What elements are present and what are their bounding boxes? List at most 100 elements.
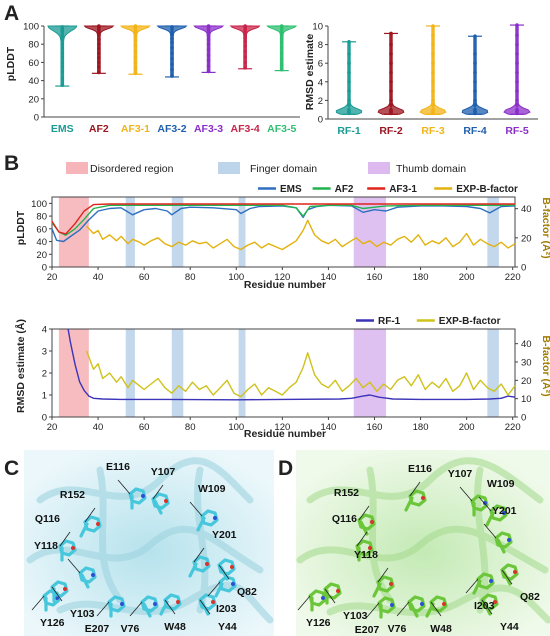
b2-ytick-label: 4 bbox=[42, 325, 47, 336]
b1-xtick-label: 140 bbox=[320, 272, 336, 283]
d-side-chain bbox=[494, 531, 513, 549]
a2-data-point bbox=[431, 98, 435, 103]
a1-ytick-label: 100 bbox=[23, 22, 39, 33]
b2-xtick-label: 200 bbox=[459, 422, 475, 433]
a1-data-point bbox=[60, 65, 65, 69]
b2-y2tick-label: 30 bbox=[521, 358, 532, 369]
a1-data-point bbox=[243, 36, 247, 40]
d-label-pointer bbox=[324, 588, 336, 604]
region-legend: Disordered region Finger domain Thumb do… bbox=[66, 162, 466, 175]
d-residue-label-y103: Y103 bbox=[343, 610, 368, 622]
a1-data-point bbox=[170, 67, 174, 72]
d-hetero-atom bbox=[421, 496, 425, 500]
a1-data-point bbox=[133, 35, 138, 39]
c-residue-label-q116: Q116 bbox=[35, 513, 60, 525]
b2-xtick-label: 100 bbox=[228, 422, 244, 433]
c-label-pointer bbox=[189, 501, 203, 517]
rmsd-violin-chart: RMSD estimate 0 2 4 6 8 10 RF-1 RF-2 RF-3 RF-4 RF… bbox=[304, 22, 538, 137]
b2-region-disordered bbox=[58, 329, 89, 417]
b2-xtick-label: 220 bbox=[505, 422, 521, 433]
a2-data-point bbox=[389, 70, 393, 75]
a2-data-point bbox=[431, 103, 435, 107]
d-residue-label-e207: E207 bbox=[355, 624, 380, 636]
a2-data-point bbox=[389, 98, 393, 103]
b2-x-label: Residue number bbox=[244, 428, 326, 440]
a1-data-point bbox=[206, 34, 211, 38]
d-residue-label-i203: I203 bbox=[474, 600, 495, 612]
c-side-chain bbox=[78, 566, 97, 584]
c-label-pointer bbox=[84, 507, 96, 523]
a1-data-point bbox=[133, 38, 138, 43]
c-hetero-atom bbox=[213, 516, 217, 520]
c-side-chain bbox=[83, 515, 102, 533]
c-label-pointer bbox=[152, 484, 164, 500]
b2-y2-label: B-factor (Å²) bbox=[540, 335, 550, 396]
d-label-pointer bbox=[478, 496, 492, 512]
d-stick-bond bbox=[425, 602, 435, 618]
b1-ytick-label: 100 bbox=[31, 199, 47, 210]
a1-data-point bbox=[170, 46, 174, 50]
d-residue-label-y44: Y44 bbox=[500, 621, 519, 633]
a1-data-point bbox=[206, 47, 211, 52]
c-side-chain bbox=[200, 509, 219, 527]
a2-data-point bbox=[347, 107, 351, 112]
c-hetero-atom bbox=[176, 600, 180, 604]
b2-y2tick-label: 10 bbox=[521, 394, 532, 405]
d-side-chain bbox=[408, 489, 427, 507]
b2-region-finger bbox=[171, 329, 184, 417]
d-residue-label-y126: Y126 bbox=[306, 617, 331, 629]
legend-swatch-thumb bbox=[368, 162, 390, 174]
b2-xtick-label: 20 bbox=[47, 422, 58, 433]
a1-data-point bbox=[206, 31, 211, 36]
b2-region-thumb bbox=[353, 329, 387, 417]
c-residue-label-w109: W109 bbox=[198, 483, 226, 495]
b1-region-finger bbox=[125, 197, 135, 267]
a1-category-label: AF3-3 bbox=[194, 123, 223, 135]
a2-data-point bbox=[347, 103, 351, 107]
d-hetero-atom bbox=[389, 582, 393, 586]
d-label-pointer bbox=[483, 523, 497, 539]
b2-legend-label: EXP-B-factor bbox=[439, 316, 501, 327]
legend-label-disordered: Disordered region bbox=[90, 163, 174, 175]
a1-data-point bbox=[97, 51, 101, 56]
c-stick-bond bbox=[214, 582, 224, 598]
a1-data-point bbox=[243, 32, 247, 36]
b1-series-ems bbox=[51, 204, 516, 243]
d-stick-bond bbox=[409, 602, 419, 618]
a2-data-point bbox=[473, 98, 477, 103]
a1-data-point bbox=[170, 51, 174, 56]
c-label-pointer bbox=[129, 601, 143, 617]
a2-data-point bbox=[431, 42, 435, 47]
c-hetero-atom bbox=[91, 573, 95, 577]
a1-category-label: AF3-2 bbox=[157, 123, 186, 135]
c-label-pointer bbox=[96, 601, 110, 617]
a1-category-label: AF2 bbox=[89, 123, 109, 135]
b2-xtick-label: 180 bbox=[413, 422, 429, 433]
d-stick-bond bbox=[472, 579, 482, 595]
c-hetero-atom bbox=[205, 562, 209, 566]
d-side-chain bbox=[376, 575, 395, 593]
c-hetero-atom bbox=[120, 602, 124, 606]
a1-data-point bbox=[97, 33, 101, 37]
a2-data-point bbox=[389, 80, 393, 84]
a1-ytick-label: 40 bbox=[28, 76, 39, 87]
d-label-pointer bbox=[501, 569, 513, 585]
b2-xtick-label: 120 bbox=[274, 422, 290, 433]
c-stick-bond bbox=[196, 516, 206, 532]
d-label-pointer bbox=[409, 481, 421, 497]
c-residue-label-v76: V76 bbox=[121, 623, 140, 635]
rmsd-axis-label: RMSD estimate bbox=[304, 34, 316, 111]
c-side-chain bbox=[163, 593, 182, 611]
c-hetero-atom bbox=[63, 587, 67, 591]
a2-ytick-label: 8 bbox=[318, 40, 323, 51]
c-residue-label-y44: Y44 bbox=[218, 621, 237, 633]
a2-data-point bbox=[431, 52, 435, 56]
a1-ytick-label: 80 bbox=[28, 40, 39, 51]
a1-data-point bbox=[133, 44, 138, 48]
a2-data-point bbox=[515, 61, 519, 65]
d-hetero-atom bbox=[493, 600, 497, 604]
d-hetero-atom bbox=[420, 602, 424, 606]
b1-y2tick-label: 20 bbox=[521, 233, 532, 244]
a2-data-point bbox=[389, 52, 393, 56]
d-residue-label-r152: R152 bbox=[334, 487, 359, 499]
